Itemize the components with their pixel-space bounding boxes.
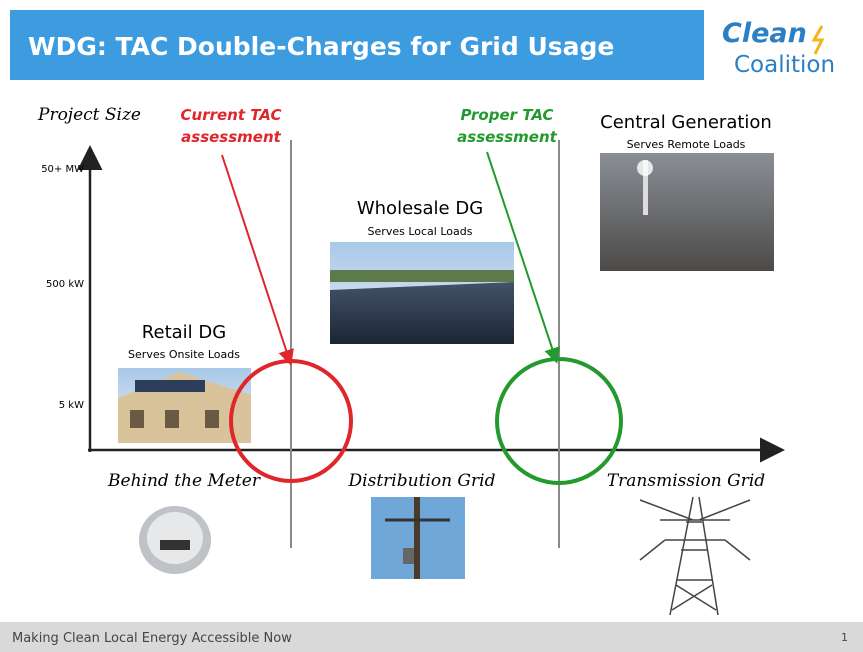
segment-title: Central Generation <box>600 112 772 133</box>
annotation: assessment <box>181 128 281 146</box>
logo-bolt <box>814 26 822 54</box>
title: WDG: TAC Double-Charges for Grid Usage <box>28 32 614 61</box>
meter-image <box>139 506 211 574</box>
x-label: Distribution Grid <box>348 471 496 491</box>
segment-title: Retail DG <box>142 322 226 343</box>
y-tick-label: 50+ MW <box>41 164 84 175</box>
central-image <box>600 153 774 271</box>
annotation: assessment <box>457 128 557 146</box>
logo-word: Clean <box>722 18 807 49</box>
logo-word: Coalition <box>734 52 835 78</box>
y-tick-label: 500 kW <box>46 279 84 290</box>
x-label: Transmission Grid <box>607 471 765 491</box>
footer-text: Making Clean Local Energy Accessible Now <box>12 631 292 646</box>
pole-image <box>371 497 465 579</box>
slide: WDG: TAC Double-Charges for Grid Usage C… <box>0 0 863 652</box>
annotation: Proper TAC <box>461 106 554 124</box>
page-number: 1 <box>841 631 848 644</box>
segment-title: Wholesale DG <box>357 198 483 219</box>
y-tick-label: 5 kW <box>59 400 84 411</box>
arrow <box>222 155 290 362</box>
segment-subtitle: Serves Local Loads <box>368 225 473 238</box>
segment-subtitle: Serves Remote Loads <box>627 138 746 151</box>
segment-subtitle: Serves Onsite Loads <box>128 348 240 361</box>
annotation: Current TAC <box>181 106 282 124</box>
y-axis-label: Project Size <box>37 105 141 125</box>
x-label: Behind the Meter <box>107 471 261 491</box>
tower-image <box>640 497 750 615</box>
wholesale-image <box>330 242 514 344</box>
